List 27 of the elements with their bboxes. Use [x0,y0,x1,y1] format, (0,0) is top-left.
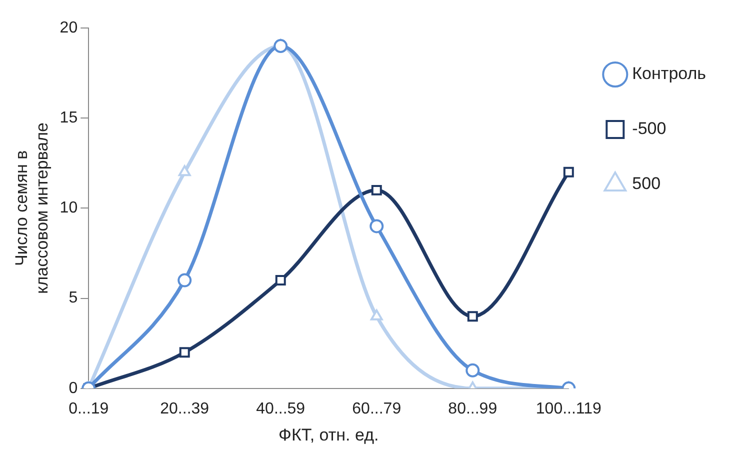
point [179,347,190,358]
legend-label: 500 [632,174,661,194]
legend-label: Контроль [632,64,706,84]
point [370,309,383,320]
x-tick-label: 80...99 [448,400,498,418]
y-tick-label: 0 [68,380,78,397]
point [275,275,286,286]
x-tick-label: 60...79 [352,400,402,418]
x-tick-label: 40...59 [256,400,306,418]
y-axis-title: Число семян в классовом интервале [12,122,52,294]
point [563,166,574,178]
legend-label: -500 [632,119,666,138]
x-tick-label: 100...119 [536,400,602,418]
point [370,219,384,234]
point [274,39,288,54]
y-tick-label: 15 [60,110,78,127]
point [178,165,191,176]
point [466,363,480,378]
x-tick-label: 20...39 [160,400,210,418]
y-tick-label: 20 [60,19,78,36]
point [467,311,478,322]
x-tick-label: 0...19 [68,400,109,418]
x-axis-title: ФКТ, отн. ед. [278,425,379,444]
point [371,184,382,196]
y-tick-label: 10 [60,200,78,217]
y-tick-label: 5 [68,290,78,307]
point [178,273,192,288]
